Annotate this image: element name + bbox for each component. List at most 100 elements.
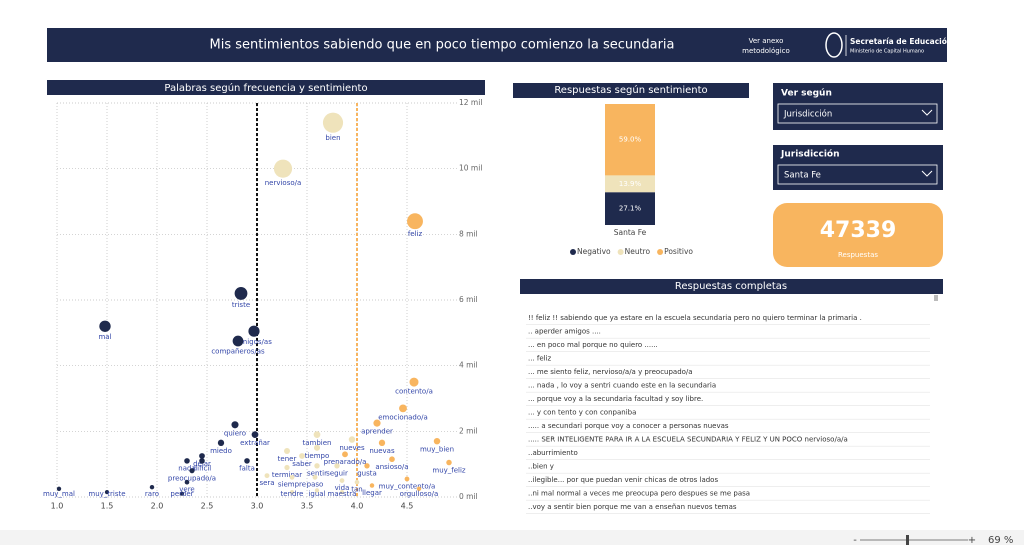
point — [104, 489, 110, 495]
point-label: tan — [351, 486, 362, 494]
point-label: paso — [307, 481, 324, 489]
bar-chart: 27.1% 13.9% 59.0% Santa Fe Negativo Neutro Pos… — [570, 104, 693, 256]
point — [284, 464, 290, 471]
point — [99, 320, 111, 332]
legend-label: Neutro — [625, 247, 651, 256]
point — [273, 159, 293, 178]
point — [314, 463, 320, 469]
point — [231, 421, 239, 429]
zoom-in[interactable]: + — [968, 535, 976, 545]
chart-title: Respuestas según sentimiento — [554, 84, 707, 96]
table-cell: !! feliz !! sabiendo que ya estare en la… — [528, 314, 862, 322]
zoom-thumb[interactable] — [906, 535, 909, 545]
point — [339, 478, 345, 483]
legend-label: Positivo — [664, 247, 693, 256]
point — [433, 437, 441, 445]
logo-subtitle: Ministerio de Capital Humano — [850, 49, 924, 55]
x-tick-label: 3.5 — [301, 502, 314, 511]
chevron — [921, 109, 933, 116]
point-label: seguir — [326, 469, 348, 477]
point — [217, 439, 225, 446]
point — [369, 483, 375, 488]
scrollbar[interactable] — [934, 295, 938, 301]
chart-title: Palabras según frecuencia y sentimiento — [164, 82, 367, 94]
point-label: dejar — [193, 460, 211, 468]
panel-header — [520, 279, 943, 294]
point — [313, 444, 321, 451]
point-label: compañeros/as — [211, 347, 265, 355]
method-link[interactable]: metodológico — [742, 47, 790, 55]
zoom-level: 69 % — [988, 535, 1013, 545]
x-tick-label: 1.0 — [51, 502, 64, 511]
point — [149, 484, 155, 490]
table-cell: ..aburrimiento — [528, 449, 578, 457]
logo-emblem — [825, 32, 843, 58]
y-tick-label: 10 mil — [459, 164, 482, 173]
point — [179, 491, 185, 496]
point-label: preocupado/a — [168, 474, 216, 482]
point-label: feliz — [408, 230, 423, 238]
scatter-panel — [47, 80, 485, 517]
x-tick-label: 4.0 — [351, 502, 364, 511]
point-label: aprender — [361, 428, 393, 436]
table-cell: ... en poco mal porque no quiero ...... — [528, 341, 658, 349]
point-label: contento/a — [395, 388, 433, 396]
point-label: difícil — [193, 465, 212, 473]
dropdown[interactable] — [777, 164, 938, 185]
table: !! feliz !! sabiendo que ya estare en la… — [526, 314, 930, 515]
scatter-chart: 0 mil 2 mil 4 mil 6 mil 8 mil 10 mil 12 mil 1.0… — [43, 98, 482, 511]
value-label: 27.1% — [619, 205, 642, 213]
y-tick-label: 4 mil — [459, 361, 478, 370]
dropdown[interactable] — [777, 103, 938, 124]
point — [354, 479, 360, 485]
point-label: quiero — [224, 429, 246, 437]
bar-segment — [605, 175, 655, 193]
point-label: nueves — [339, 444, 365, 452]
point — [264, 473, 270, 479]
point-label: orgulloso/a — [400, 490, 439, 498]
dropdown-value: Jurisdicción — [783, 109, 832, 120]
point — [289, 489, 295, 495]
point — [312, 474, 318, 480]
legend-marker — [657, 249, 664, 255]
method-link[interactable]: Ver anexo — [749, 37, 784, 45]
kpi-card — [773, 203, 943, 267]
table-cell: ..... a secundari porque voy a conocer a… — [528, 422, 729, 430]
point-label: muy_triste — [88, 490, 125, 498]
point — [409, 377, 419, 387]
point-label: muy_feliz — [432, 466, 466, 474]
point — [373, 419, 381, 427]
point-label: amigos/as — [236, 338, 272, 346]
point — [348, 436, 356, 443]
dropdown-value: Santa Fe — [784, 171, 821, 181]
chevron — [921, 170, 933, 177]
table-cell: ... nada , lo voy a sentri cuando este e… — [528, 382, 716, 390]
y-tick-label: 2 mil — [459, 426, 478, 435]
point-label: igual — [308, 490, 325, 498]
point-label: vere — [179, 486, 194, 494]
table-cell: ... y con tento y con conpaniba — [528, 409, 636, 417]
x-tick-label: 3.0 — [251, 502, 264, 511]
kpi-label: Respuestas — [838, 251, 878, 259]
x-tick-label: 1.5 — [101, 502, 114, 511]
point — [199, 453, 205, 459]
x-tick-label: 2.0 — [151, 502, 164, 511]
slicer-title: Ver según — [781, 89, 832, 99]
point-label: muy_mal — [43, 490, 75, 498]
x-tick-label: 4.5 — [401, 502, 414, 511]
point — [244, 458, 250, 464]
point — [342, 451, 348, 458]
y-tick-label: 8 mil — [459, 229, 478, 238]
point-label: muy_bien — [420, 445, 454, 453]
point-label: nervioso/a — [265, 179, 302, 187]
slicer-title: Jurisdicción — [780, 149, 840, 160]
point — [404, 476, 410, 482]
zoom-out[interactable]: - — [853, 535, 857, 545]
point — [184, 479, 190, 485]
point — [339, 489, 345, 495]
point-label: tendre — [281, 490, 304, 498]
x-tick-label: Santa Fe — [614, 228, 647, 237]
point-label: siempre — [278, 481, 306, 489]
value-label: 13.9% — [619, 180, 642, 188]
